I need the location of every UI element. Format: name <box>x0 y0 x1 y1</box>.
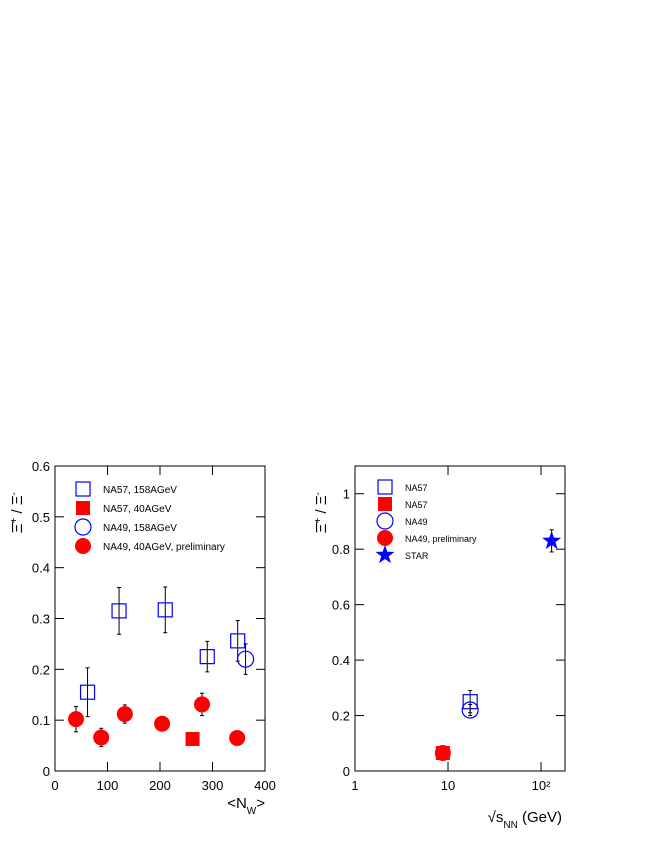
y-axis-label-part: / Ξ <box>313 495 330 518</box>
y-axis-label: Ξ̄+ / Ξ- <box>313 492 331 533</box>
x-tick-label: 200 <box>149 778 171 793</box>
legend-marker <box>75 538 91 554</box>
y-axis-label-part: Ξ̄ <box>313 521 330 533</box>
y-tick-label: 0.8 <box>332 542 350 557</box>
x-axis-label-part: √s <box>488 809 504 826</box>
y-tick-label: 0.2 <box>32 662 50 677</box>
y-tick-label: 0.4 <box>332 653 350 668</box>
y-tick-label: 0.4 <box>32 561 50 576</box>
marker <box>116 706 133 723</box>
legend-label: STAR <box>405 551 429 561</box>
y-axis-label-part: + <box>9 517 20 523</box>
y-tick-label: 0.2 <box>332 709 350 724</box>
marker <box>542 530 562 549</box>
y-axis-label-part: / Ξ <box>9 495 26 518</box>
x-tick-label: 1 <box>351 778 358 793</box>
x-tick-label: 400 <box>254 778 276 793</box>
x-tick-label: 10 <box>441 778 455 793</box>
x-tick-label: 300 <box>202 778 224 793</box>
legend-marker <box>378 497 392 511</box>
legend-label: NA57, 158AGeV <box>103 485 177 496</box>
x-tick-label: 100 <box>97 778 119 793</box>
legend-label: NA49, 40AGeV, preliminary <box>103 542 225 553</box>
legend-label: NA57 <box>405 500 428 510</box>
marker <box>111 603 127 619</box>
y-axis-label-part: Ξ̄ <box>9 521 26 533</box>
y-axis-label-part: - <box>313 492 324 495</box>
x-axis-label-part: W <box>247 806 257 817</box>
x-axis-label-part: (GeV) <box>518 809 562 826</box>
y-tick-label: 0.3 <box>32 612 50 627</box>
x-axis-label: √sNN (GeV) <box>488 809 562 831</box>
x-axis-label-part: <N <box>227 795 247 812</box>
marker <box>199 649 215 665</box>
legend-label: NA49, 158AGeV <box>103 523 177 534</box>
x-axis-label-part: > <box>256 795 265 812</box>
legend-marker <box>75 481 91 497</box>
marker <box>68 711 84 728</box>
legend-marker <box>74 518 92 536</box>
marker <box>194 696 210 713</box>
y-tick-label: 1 <box>343 487 350 502</box>
x-axis-label-part: NN <box>503 820 517 831</box>
y-tick-label: 0.6 <box>332 598 350 613</box>
legend-marker <box>377 530 393 546</box>
marker <box>157 602 173 618</box>
y-axis-label-part: - <box>9 492 20 495</box>
x-tick-label: 10² <box>532 778 551 793</box>
x-tick-label: 0 <box>51 778 58 793</box>
x-axis-label: <NW> <box>227 795 265 817</box>
legend-label: NA49, preliminary <box>405 534 477 544</box>
legend-label: NA57 <box>405 483 428 493</box>
y-tick-label: 0 <box>43 764 50 779</box>
y-axis-label: Ξ̄+ / Ξ- <box>9 492 27 533</box>
marker <box>461 701 479 719</box>
marker <box>79 684 96 700</box>
marker <box>229 729 246 746</box>
y-tick-label: 0.6 <box>32 459 50 474</box>
marker <box>154 715 171 732</box>
legend-marker <box>375 545 395 564</box>
legend-marker <box>376 512 394 530</box>
y-tick-label: 0.5 <box>32 510 50 525</box>
y-tick-label: 0.1 <box>32 713 50 728</box>
marker <box>230 633 246 649</box>
plot-frame <box>354 465 566 772</box>
marker <box>185 731 200 746</box>
legend-marker <box>76 501 90 515</box>
legend-label: NA49 <box>405 517 428 527</box>
y-axis-label-part: + <box>313 517 324 523</box>
marker <box>93 729 110 746</box>
y-tick-label: 0 <box>343 764 350 779</box>
marker <box>236 650 255 668</box>
legend-marker <box>377 479 393 495</box>
marker <box>434 744 451 761</box>
legend-label: NA57, 40AGeV <box>103 504 172 515</box>
